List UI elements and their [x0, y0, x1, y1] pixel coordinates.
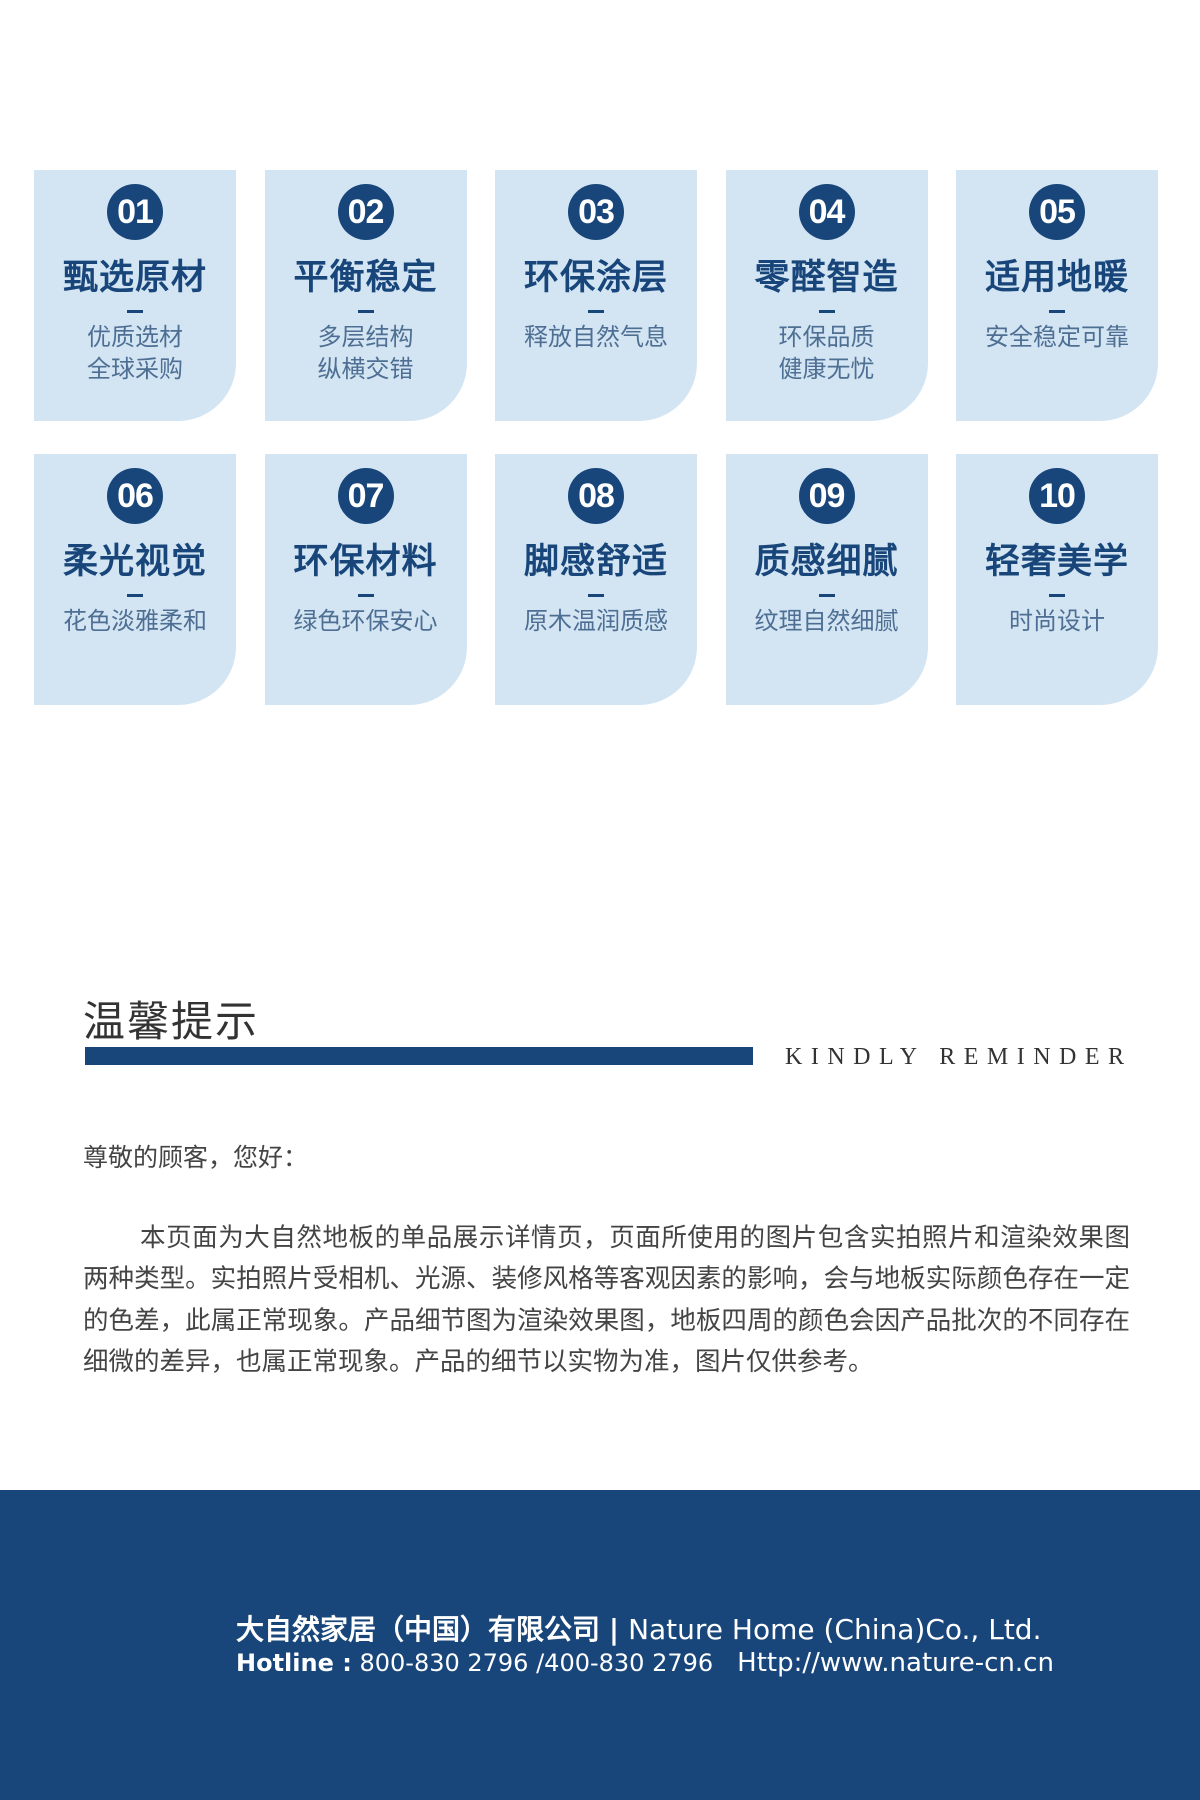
feature-card: 02 平衡稳定多层结构纵横交错	[264, 170, 467, 421]
dash-divider	[588, 310, 604, 313]
feature-number: 04	[798, 184, 855, 240]
feature-title: 脚感舒适	[523, 542, 668, 582]
feature-number: 08	[568, 468, 624, 524]
feature-card: 06 柔光视觉花色淡雅柔和	[34, 454, 236, 705]
feature-desc: 优质选材	[87, 323, 183, 351]
footer	[0, 1490, 1200, 1800]
feature-desc: 纹理自然细腻	[754, 607, 899, 635]
title-bar	[85, 1047, 753, 1065]
feature-card: 07 环保材料绿色环保安心	[264, 454, 467, 705]
dash-divider	[357, 310, 374, 313]
feature-number: 09	[798, 468, 855, 524]
feature-card: 09 质感细腻纹理自然细腻	[725, 454, 928, 705]
dash-divider	[127, 594, 143, 597]
feature-desc: 时尚设计	[1009, 607, 1105, 635]
feature-card: 01 甄选原材优质选材全球采购	[34, 170, 236, 421]
dash-divider	[1049, 310, 1065, 313]
feature-desc: 原木温润质感	[524, 607, 668, 635]
feature-title: 环保涂层	[523, 258, 668, 298]
feature-desc: 环保品质	[778, 323, 875, 351]
feature-desc: 纵横交错	[317, 355, 414, 383]
dash-divider	[1049, 594, 1065, 597]
feature-number: 03	[568, 184, 624, 240]
feature-card: 03 环保涂层释放自然气息	[495, 170, 697, 421]
feature-title: 环保材料	[293, 542, 438, 582]
dash-divider	[818, 594, 835, 597]
feature-title: 轻奢美学	[984, 542, 1129, 582]
hotline-label: Hotline :	[236, 1649, 352, 1677]
reminder-body: 本页面为大自然地板的单品展示详情页，页面所使用的图片包含实拍照片和渲染效果图两种…	[83, 1223, 1130, 1377]
feature-card: 08 脚感舒适原木温润质感	[495, 454, 697, 705]
footer-contact: Hotline : 800-830 2796 /400-830 2796 Http…	[236, 1648, 1054, 1678]
dash-divider	[357, 594, 374, 597]
feature-number: 02	[337, 184, 394, 240]
feature-title: 质感细腻	[754, 542, 899, 582]
dash-divider	[588, 594, 604, 597]
website-link[interactable]: Http://www.nature-cn.cn	[737, 1648, 1054, 1678]
feature-desc: 全球采购	[87, 355, 183, 383]
feature-desc: 多层结构	[317, 323, 414, 351]
feature-title: 平衡稳定	[293, 258, 438, 298]
feature-title: 适用地暖	[984, 258, 1129, 298]
dash-divider	[818, 310, 835, 313]
feature-number: 07	[337, 468, 394, 524]
feature-number: 01	[107, 184, 163, 240]
feature-title: 柔光视觉	[62, 542, 207, 582]
feature-title: 甄选原材	[62, 258, 207, 298]
feature-card: 04 零醛智造环保品质健康无忧	[725, 170, 928, 421]
hotline: 800-830 2796 /400-830 2796	[359, 1649, 714, 1677]
feature-desc: 安全稳定可靠	[985, 323, 1129, 351]
feature-card: 10 轻奢美学时尚设计	[956, 454, 1158, 705]
footer-company: 大自然家居（中国）有限公司 | Nature Home (China)Co., …	[236, 1608, 1041, 1648]
feature-number: 05	[1029, 184, 1085, 240]
feature-desc: 健康无忧	[778, 355, 875, 383]
feature-number: 10	[1029, 468, 1085, 524]
feature-desc: 花色淡雅柔和	[63, 607, 207, 635]
greeting: 尊敬的顾客，您好：	[83, 1143, 309, 1172]
separator: |	[608, 1613, 620, 1646]
dash-divider	[127, 310, 143, 313]
reminder-subtitle: KINDLY REMINDER	[785, 1044, 1133, 1070]
feature-title: 零醛智造	[754, 258, 899, 298]
feature-desc: 绿色环保安心	[293, 607, 438, 635]
feature-desc: 释放自然气息	[524, 323, 668, 351]
feature-number: 06	[107, 468, 163, 524]
company-en: Nature Home (China)Co., Ltd.	[628, 1613, 1042, 1646]
feature-card: 05 适用地暖安全稳定可靠	[956, 170, 1158, 421]
company-cn: 大自然家居（中国）有限公司	[236, 1613, 601, 1646]
reminder-title: 温馨提示	[83, 997, 260, 1046]
